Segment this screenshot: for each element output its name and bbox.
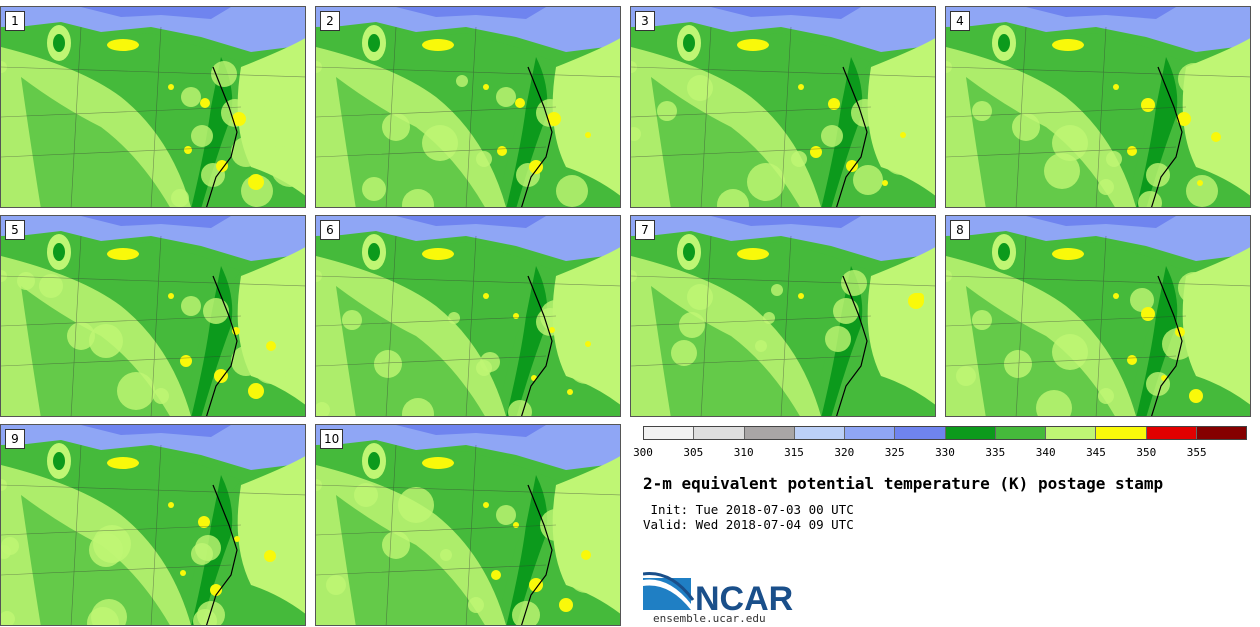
colorbar-tick-label: 340 xyxy=(1035,446,1056,459)
colorbar-segment xyxy=(945,427,996,439)
colorbar-segment xyxy=(845,427,896,439)
panel-label: 3 xyxy=(635,11,655,31)
colorbar-tick-label: 345 xyxy=(1086,446,1106,459)
valid-time: Valid: Wed 2018-07-04 09 UTC xyxy=(643,517,854,532)
map-panel: 7 xyxy=(630,215,936,417)
map-panel: 2 xyxy=(315,6,621,208)
colorbar-tick-label: 310 xyxy=(733,446,754,459)
map-panel: 4 xyxy=(945,6,1251,208)
map-panel: 5 xyxy=(0,215,306,417)
ncar-logo: NCAR xyxy=(642,570,793,618)
panel-label: 1 xyxy=(5,11,25,31)
map-panel: 1 xyxy=(0,6,306,208)
colorbar-tick-label: 355 xyxy=(1186,446,1207,459)
panel-label: 4 xyxy=(950,11,970,31)
panel-label: 2 xyxy=(320,11,340,31)
map-panel: 6 xyxy=(315,215,621,417)
map-panel: 8 xyxy=(945,215,1251,417)
colorbar-tick-label: 315 xyxy=(784,446,804,459)
colorbar-segment xyxy=(744,427,795,439)
colorbar-segment xyxy=(995,427,1046,439)
colorbar-tick-label: 330 xyxy=(935,446,955,459)
panel-label: 5 xyxy=(5,220,25,240)
map-panel: 3 xyxy=(630,6,936,208)
panel-label: 8 xyxy=(950,220,970,240)
map-panel: 9 xyxy=(0,424,306,626)
logo-url: ensemble.ucar.edu xyxy=(653,612,766,625)
chart-title: 2-m equivalent potential temperature (K)… xyxy=(643,474,1164,493)
colorbar-segment xyxy=(694,427,745,439)
logo-text: NCAR xyxy=(695,580,793,614)
panel-label: 7 xyxy=(635,220,655,240)
map-panel: 10 xyxy=(315,424,621,626)
colorbar-tick-label: 300 xyxy=(633,446,653,459)
panel-label: 10 xyxy=(320,429,344,449)
colorbar-segment xyxy=(644,427,695,439)
colorbar-tick-label: 305 xyxy=(683,446,704,459)
colorbar-segment xyxy=(794,427,845,439)
colorbar-tick-label: 350 xyxy=(1136,446,1157,459)
colorbar-segment xyxy=(895,427,946,439)
colorbar-tick-label: 335 xyxy=(985,446,1006,459)
init-time: Init: Tue 2018-07-03 00 UTC xyxy=(643,502,854,517)
colorbar-tick-label: 325 xyxy=(884,446,905,459)
panel-label: 9 xyxy=(5,429,25,449)
colorbar-segment xyxy=(1146,427,1197,439)
colorbar-segment xyxy=(1096,427,1147,439)
panel-label: 6 xyxy=(320,220,340,240)
colorbar-tick-label: 320 xyxy=(834,446,855,459)
colorbar xyxy=(643,426,1247,440)
colorbar-segment xyxy=(1046,427,1097,439)
colorbar-segment xyxy=(1196,427,1246,439)
